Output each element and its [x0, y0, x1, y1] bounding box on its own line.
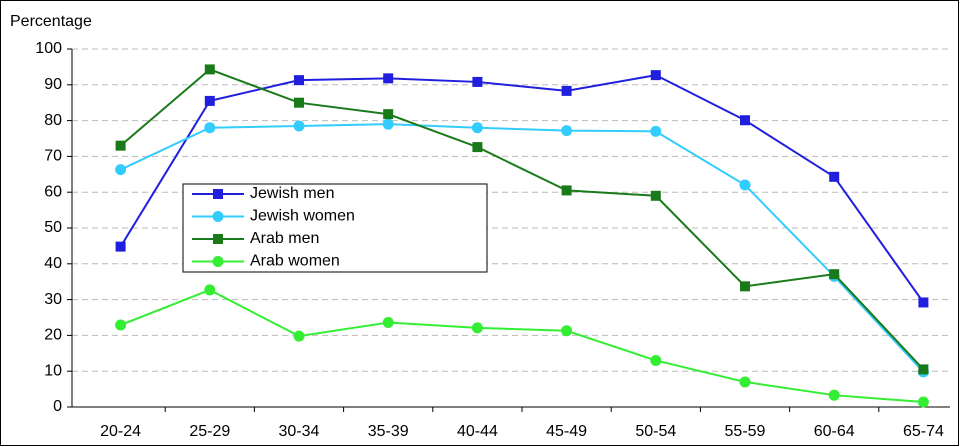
legend-label: Arab men: [250, 230, 319, 247]
legend-marker: [213, 234, 223, 244]
data-point: [918, 297, 929, 308]
y-tick-label: 50: [44, 219, 62, 236]
legend: [182, 183, 488, 273]
data-point: [382, 317, 394, 329]
legend-marker: [212, 211, 224, 222]
x-tick-label: 65-74: [903, 423, 944, 440]
data-point: [650, 190, 661, 201]
series-line: [120, 123, 925, 373]
y-tick-label: 100: [35, 40, 62, 57]
x-tick-label: 30-34: [279, 423, 320, 440]
data-point: [293, 330, 305, 342]
data-point: [383, 73, 394, 84]
series-line: [120, 288, 924, 403]
data-point: [471, 122, 483, 134]
data-point: [918, 364, 929, 375]
series-line: [119, 74, 925, 304]
legend-label: Arab women: [250, 253, 340, 270]
y-tick-label: 40: [44, 255, 62, 272]
data-point: [650, 354, 662, 366]
data-point: [561, 185, 572, 196]
x-tick-label: 60-64: [814, 423, 855, 440]
data-point: [204, 64, 215, 75]
y-tick-label: 30: [44, 291, 62, 308]
data-point: [204, 122, 216, 134]
x-tick-label: 45-49: [546, 423, 587, 440]
data-point: [739, 179, 751, 191]
data-point: [294, 75, 304, 86]
data-point: [204, 95, 215, 106]
data-point: [829, 269, 840, 280]
x-tick-label: 25-29: [189, 423, 230, 440]
y-tick-label: 10: [44, 362, 62, 379]
data-point: [829, 171, 840, 182]
y-tick-label: 0: [53, 398, 62, 415]
x-tick-label: 40-44: [457, 423, 498, 440]
data-point: [115, 164, 127, 176]
data-point: [472, 76, 483, 87]
y-tick-label: 70: [44, 148, 62, 165]
y-axis-label: Percentage: [10, 13, 92, 30]
data-point: [115, 319, 127, 331]
x-tick-label: 55-59: [725, 423, 766, 440]
legend-marker: [213, 189, 223, 199]
data-point: [740, 281, 750, 292]
data-point: [561, 125, 573, 137]
data-point: [471, 322, 483, 334]
data-point: [472, 142, 483, 153]
data-point: [115, 241, 126, 252]
x-tick-label: 50-54: [635, 423, 676, 440]
y-tick-label: 90: [44, 76, 62, 93]
x-tick-label: 20-24: [100, 423, 141, 440]
data-point: [561, 325, 573, 337]
legend-label: Jewish men: [250, 185, 334, 202]
data-point: [204, 284, 216, 296]
legend-marker: [212, 256, 224, 267]
y-tick-label: 20: [44, 327, 62, 344]
y-tick-label: 60: [44, 183, 62, 200]
data-point: [115, 140, 126, 151]
data-point: [650, 70, 661, 81]
x-tick-label: 35-39: [368, 423, 409, 440]
y-tick-label: 80: [44, 112, 62, 129]
data-point: [382, 118, 394, 130]
data-point: [650, 125, 662, 137]
series-line: [119, 68, 925, 371]
data-point: [828, 389, 840, 401]
data-point: [294, 97, 304, 108]
data-point: [740, 115, 750, 126]
data-point: [739, 376, 751, 388]
data-point: [383, 109, 394, 120]
legend-label: Jewish women: [250, 208, 355, 225]
data-point: [917, 396, 929, 408]
data-point: [293, 120, 305, 132]
data-point: [561, 85, 572, 96]
